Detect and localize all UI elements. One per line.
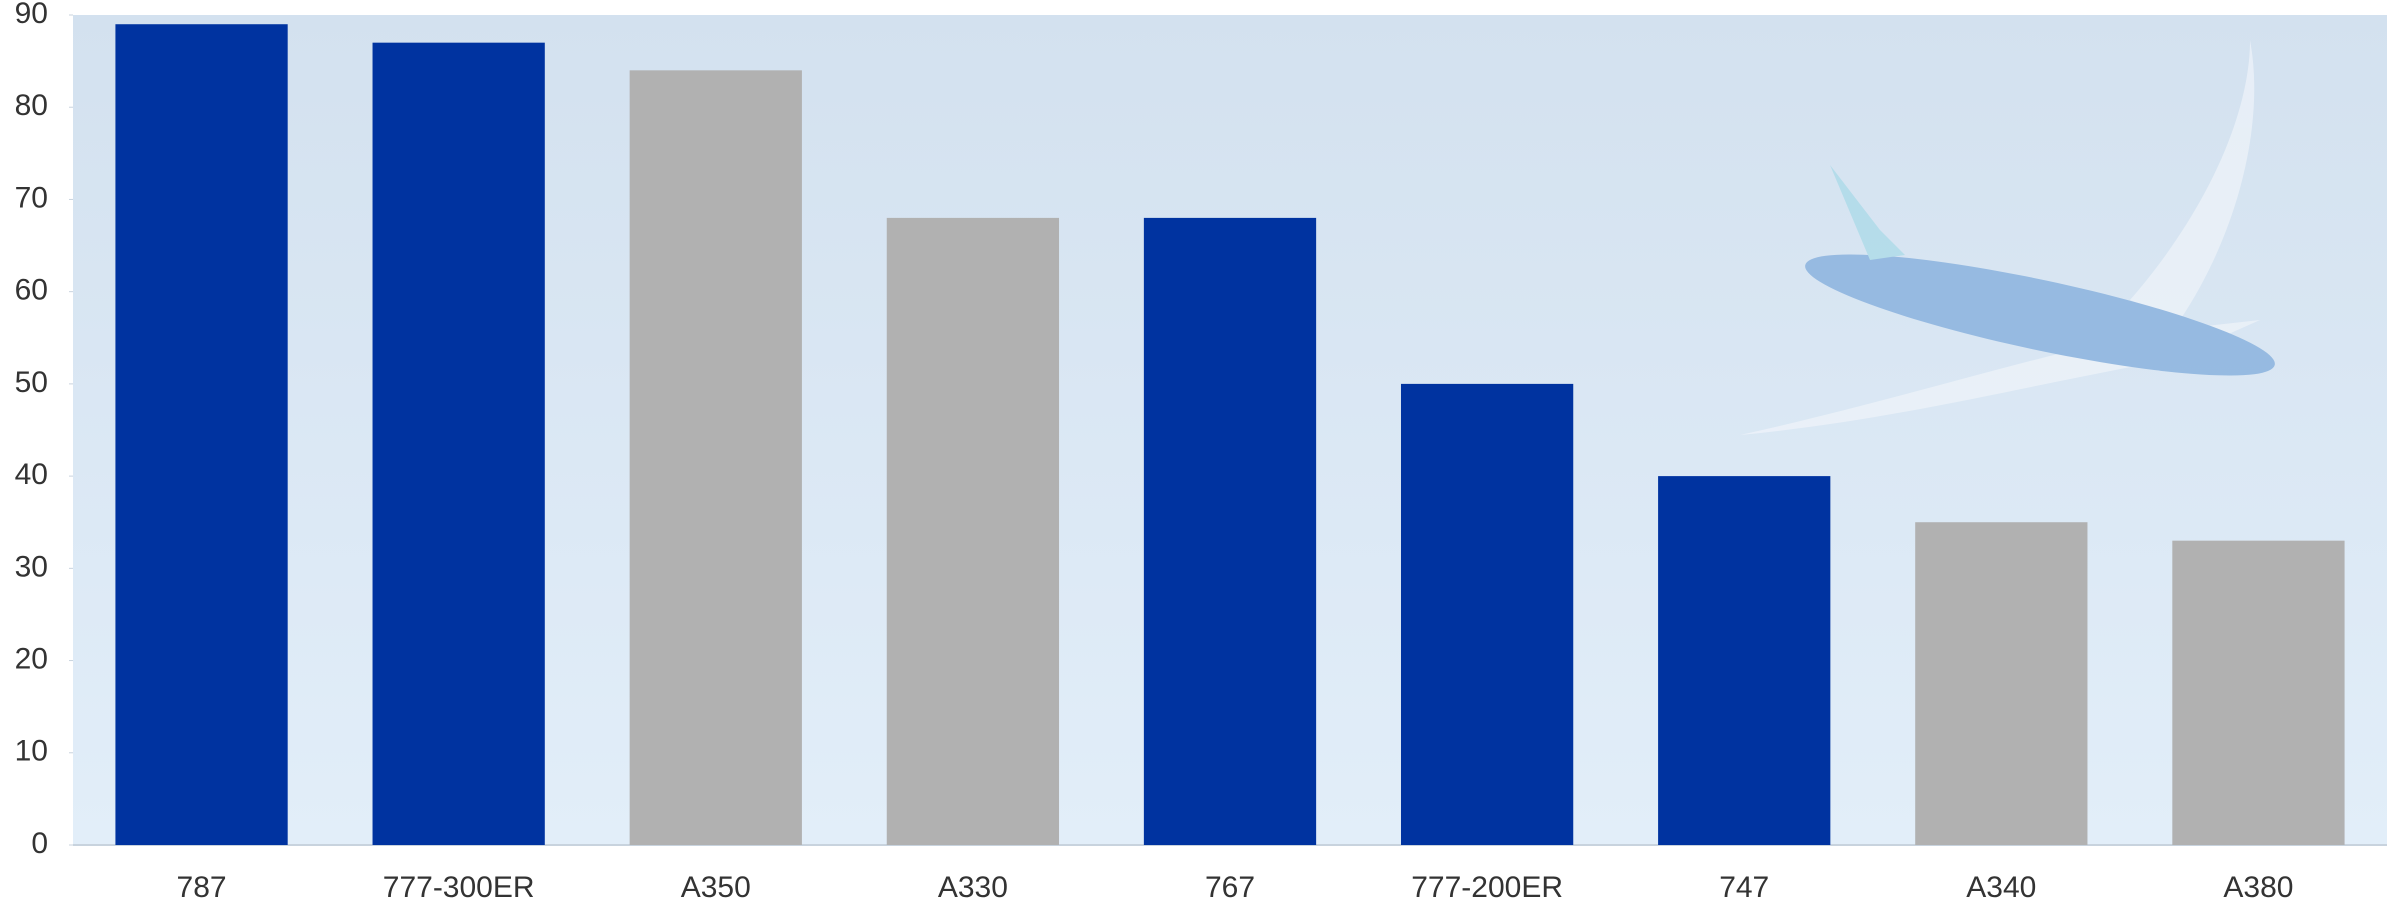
bar [2172,540,2345,845]
x-tick-label: A380 [2223,871,2293,904]
y-tick-label: 40 [15,458,48,491]
x-tick-label: A330 [938,871,1008,904]
bar [1143,217,1317,845]
y-tick-label: 30 [15,550,48,583]
bar [1915,522,2088,845]
y-tick-label: 70 [15,181,48,214]
bar [629,70,802,846]
bar [886,217,1060,845]
y-tick-label: 0 [31,827,48,860]
bar [115,24,288,845]
bar [1400,383,1574,845]
x-tick-label: A350 [681,871,751,904]
y-tick-label: 80 [15,89,48,122]
x-tick-label: A340 [1966,871,2036,904]
x-tick-label: 767 [1205,871,1255,904]
bar [372,42,545,845]
airplane-decoration [1740,40,2275,435]
x-tick-label: 777-300ER [383,871,535,904]
y-tick-label: 90 [15,0,48,30]
y-tick-label: 10 [15,735,48,768]
y-tick-label: 50 [15,366,48,399]
x-tick-label: 787 [177,871,227,904]
bar [1658,476,1831,845]
x-tick-label: 747 [1719,871,1769,904]
y-tick-label: 60 [15,274,48,307]
x-tick-label: 777-200ER [1411,871,1563,904]
y-tick-label: 20 [15,642,48,675]
